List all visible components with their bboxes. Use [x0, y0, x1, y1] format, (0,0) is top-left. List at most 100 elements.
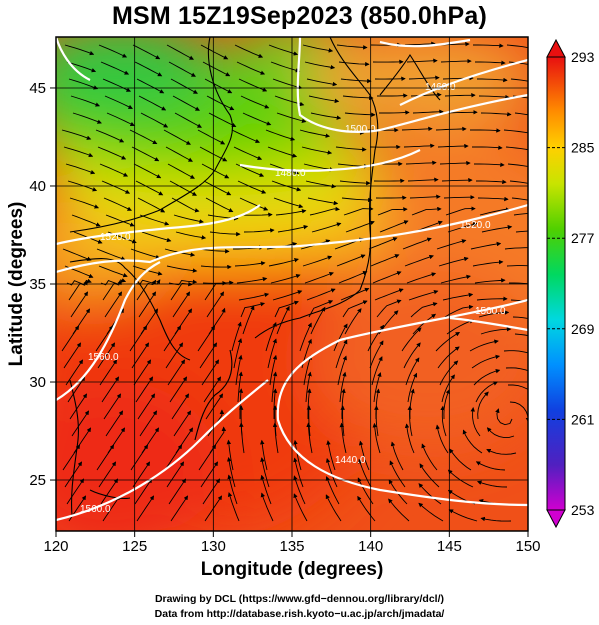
- streamline: [336, 254, 366, 267]
- streamline: [272, 388, 278, 419]
- streamline: [102, 78, 131, 92]
- streamline: [61, 129, 92, 140]
- colorbar-tick-label: 261: [571, 411, 595, 427]
- streamline: [311, 222, 342, 233]
- streamline: [170, 495, 189, 522]
- streamline: [272, 422, 279, 454]
- streamline: [409, 194, 441, 199]
- streamline: [265, 322, 277, 352]
- streamline: [138, 95, 167, 111]
- streamline: [439, 360, 459, 386]
- streamline: [513, 212, 528, 216]
- streamline: [478, 310, 510, 318]
- streamline: [506, 265, 528, 267]
- streamline: [476, 179, 507, 185]
- colorbar-tick-label: 293: [571, 49, 595, 65]
- streamline: [101, 180, 131, 194]
- streamline: [478, 94, 510, 100]
- streamline: [171, 393, 190, 420]
- streamline: [462, 429, 483, 454]
- streamline: [306, 422, 313, 454]
- streamline: [138, 291, 157, 318]
- streamline: [97, 342, 116, 369]
- streamline: [273, 197, 304, 209]
- streamline: [446, 110, 478, 115]
- streamline: [242, 305, 255, 335]
- streamline: [203, 180, 232, 196]
- coastline: [69, 258, 191, 361]
- streamline: [265, 129, 296, 141]
- streamline: [65, 359, 84, 386]
- streamline: [69, 197, 99, 209]
- contour-label: 1560.0: [88, 352, 119, 363]
- streamline: [377, 93, 408, 98]
- streamline: [437, 143, 469, 149]
- streamline: [71, 214, 101, 227]
- streamline: [260, 457, 270, 488]
- contour-label: 1460.0: [425, 82, 456, 93]
- lat-lon-grid: [56, 37, 528, 531]
- streamline: [172, 291, 191, 318]
- streamline: [301, 146, 333, 155]
- streamline: [486, 449, 517, 455]
- streamline: [477, 196, 509, 202]
- streamline: [167, 359, 186, 386]
- colorbar-tick-label: 277: [571, 230, 595, 246]
- height-contour: [276, 298, 528, 507]
- streamline: [335, 339, 348, 369]
- streamline: [268, 44, 299, 56]
- streamline: [233, 146, 263, 160]
- streamline: [401, 126, 433, 132]
- streamline: [135, 180, 164, 196]
- streamline: [371, 356, 383, 386]
- streamline: [141, 231, 172, 243]
- streamline: [304, 271, 334, 284]
- streamline: [98, 461, 117, 488]
- streamline: [389, 460, 406, 488]
- streamline: [170, 78, 198, 94]
- streamline: [201, 359, 220, 386]
- streamline: [274, 300, 299, 318]
- streamline: [447, 222, 478, 233]
- streamline: [98, 44, 128, 58]
- streamline: [175, 231, 207, 240]
- streamline: [166, 44, 194, 60]
- streamline: [299, 322, 312, 352]
- streamline: [344, 308, 362, 335]
- streamline: [198, 444, 217, 471]
- streamline: [358, 458, 372, 488]
- streamline: [103, 197, 132, 211]
- streamline: [476, 480, 508, 488]
- streamline: [234, 44, 264, 58]
- colorbar-tick-label: 253: [571, 502, 595, 518]
- streamline: [406, 272, 437, 284]
- streamline: [342, 300, 368, 318]
- streamline: [95, 129, 125, 143]
- y-axis-title: Latitude (degrees): [6, 202, 27, 367]
- colorbar-gradient: [546, 56, 566, 511]
- coastline: [379, 53, 441, 101]
- streamline: [507, 163, 528, 167]
- y-tick-label: 40: [29, 178, 46, 195]
- streamline: [508, 384, 528, 390]
- streamline: [443, 389, 450, 420]
- streamline: [471, 354, 501, 369]
- streamline: [105, 214, 135, 227]
- streamline: [470, 128, 501, 133]
- streamline: [173, 410, 192, 437]
- streamline: [269, 354, 278, 386]
- streamline: [70, 95, 100, 107]
- streamline: [438, 256, 469, 267]
- streamline: [405, 357, 420, 386]
- streamline: [344, 112, 376, 117]
- streamline: [308, 95, 340, 104]
- streamline: [243, 228, 275, 233]
- colorbar-tick-label: 285: [571, 140, 595, 156]
- streamline: [480, 111, 512, 117]
- streamline: [375, 195, 407, 200]
- data-credit: Data from http://database.rish.kyoto−u.a…: [154, 608, 445, 620]
- colorbar-max-arrow: [546, 38, 566, 58]
- streamline: [105, 410, 124, 437]
- streamline: [480, 516, 512, 522]
- contour-label: 1520.0: [100, 232, 131, 243]
